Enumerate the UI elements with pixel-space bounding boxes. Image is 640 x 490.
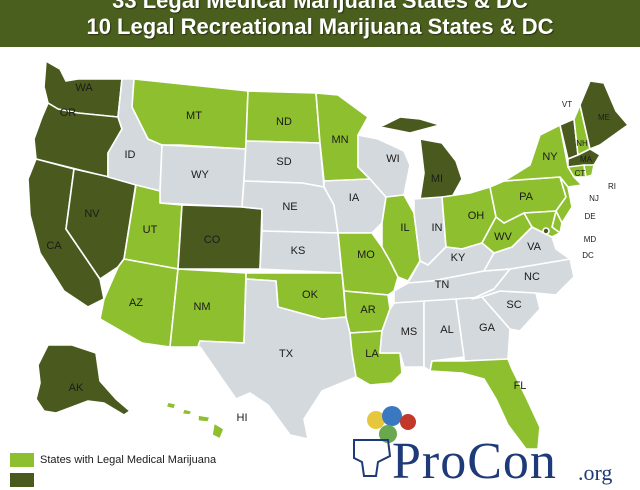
state-il[interactable]	[381, 194, 421, 282]
legend: States with Legal Medical Marijuana	[10, 453, 310, 487]
state-tx[interactable]	[197, 278, 357, 440]
state-label-tn: TN	[435, 279, 450, 291]
state-mo[interactable]	[337, 232, 399, 296]
legend-swatch-medical	[10, 453, 34, 467]
state-label-ut: UT	[143, 224, 158, 236]
state-label-nd: ND	[276, 116, 292, 128]
legend-label-medical: States with Legal Medical Marijuana	[40, 454, 217, 466]
state-hi[interactable]	[165, 401, 225, 440]
state-me[interactable]	[579, 80, 629, 150]
state-label-ny: NY	[542, 151, 558, 163]
state-nc[interactable]	[471, 258, 575, 300]
state-dc[interactable]	[542, 227, 550, 235]
state-label-ia: IA	[349, 192, 360, 204]
state-label-wa: WA	[75, 82, 93, 94]
state-label-nm: NM	[193, 301, 210, 313]
state-label-id: ID	[125, 149, 136, 161]
state-label-mt: MT	[186, 110, 202, 122]
procon-logo: ProCon .org	[352, 402, 640, 488]
state-label-ma: MA	[580, 155, 593, 164]
state-label-hi: HI	[237, 412, 248, 424]
state-label-mo: MO	[357, 249, 375, 261]
state-label-al: AL	[440, 324, 453, 336]
state-ri[interactable]	[583, 164, 595, 178]
state-label-sc: SC	[506, 299, 521, 311]
state-label-me: ME	[598, 113, 610, 122]
state-label-az: AZ	[129, 297, 143, 309]
state-label-ct: CT	[575, 169, 586, 178]
state-label-oh: OH	[468, 210, 485, 222]
state-label-mn: MN	[331, 134, 348, 146]
state-label-ri: RI	[608, 182, 616, 191]
state-label-de: DE	[584, 212, 595, 221]
title-medical: 33 Legal Medical Marijuana States & DC	[112, 0, 528, 13]
state-label-dc: DC	[582, 251, 594, 260]
state-label-wv: WV	[494, 231, 512, 243]
state-label-ks: KS	[291, 245, 306, 257]
us-map: WA OR CA NV ID MT WY UT AZ CO NM ND SD NE KS OK TX MN IA MO…	[27, 60, 629, 450]
state-label-la: LA	[365, 348, 379, 360]
state-label-va: VA	[527, 241, 542, 253]
state-label-ca: CA	[46, 240, 62, 252]
state-label-or: OR	[60, 107, 77, 119]
state-label-co: CO	[204, 234, 221, 246]
state-label-nj: NJ	[589, 194, 599, 203]
logo-map-outline-icon	[353, 439, 392, 477]
state-label-tx: TX	[279, 348, 294, 360]
state-label-il: IL	[400, 222, 409, 234]
state-label-ms: MS	[401, 326, 418, 338]
state-label-ar: AR	[360, 304, 375, 316]
state-label-nh: NH	[576, 139, 588, 148]
logo-suffix: .org	[578, 460, 613, 485]
logo-emblem-icon	[367, 406, 416, 443]
state-label-ky: KY	[451, 252, 466, 264]
state-label-ok: OK	[302, 289, 319, 301]
state-label-ne: NE	[282, 201, 297, 213]
state-ak[interactable]	[35, 344, 131, 416]
state-label-wi: WI	[386, 153, 399, 165]
state-label-in: IN	[432, 222, 443, 234]
state-label-ak: AK	[69, 382, 84, 394]
state-label-nv: NV	[84, 208, 100, 220]
state-label-fl: FL	[514, 380, 527, 392]
state-mi[interactable]	[379, 116, 463, 200]
logo-wordmark: ProCon	[392, 433, 557, 490]
state-label-vt: VT	[562, 100, 572, 109]
state-label-md: MD	[584, 235, 597, 244]
state-label-nc: NC	[524, 271, 540, 283]
state-label-mi: MI	[431, 173, 443, 185]
state-label-ga: GA	[479, 322, 496, 334]
state-fl[interactable]	[429, 358, 541, 450]
state-md[interactable]	[523, 210, 561, 238]
legend-swatch-recreational	[10, 473, 34, 487]
title-recreational: 10 Legal Recreational Marijuana States &…	[86, 14, 554, 39]
state-label-wy: WY	[191, 169, 209, 181]
state-label-sd: SD	[276, 156, 291, 168]
title-banner: 33 Legal Medical Marijuana States & DC 1…	[0, 0, 640, 47]
state-label-pa: PA	[519, 191, 534, 203]
